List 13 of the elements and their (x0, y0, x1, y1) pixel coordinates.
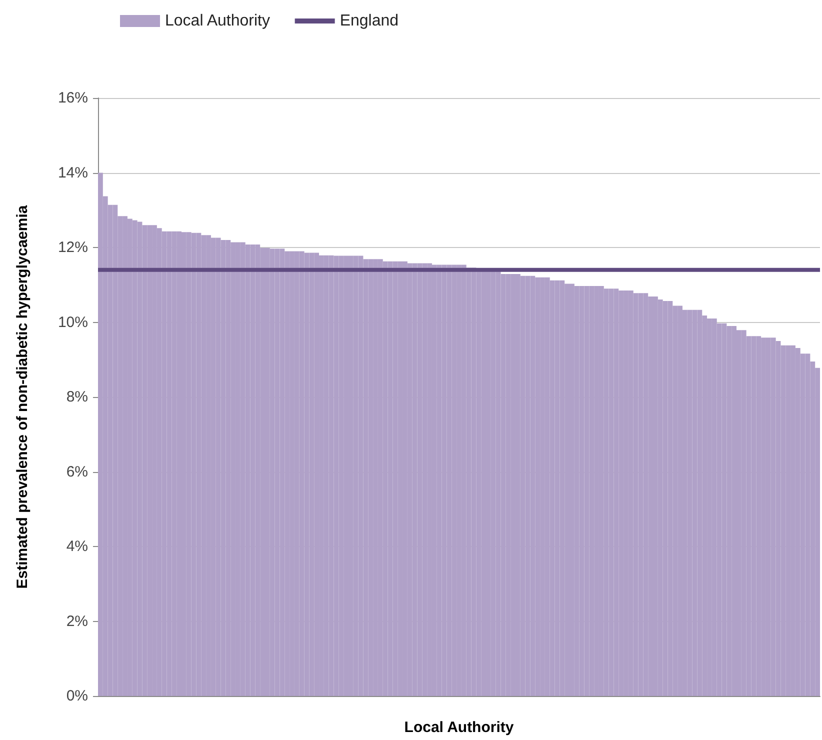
x-axis-title: Local Authority (404, 719, 514, 736)
legend-label: England (340, 12, 399, 30)
y-tick-label: 2% (66, 612, 88, 630)
y-tick-label: 12% (58, 239, 88, 256)
y-axis-title: Estimated prevalence of non-diabetic hyperglycaemia (14, 204, 31, 589)
y-tick-label: 14% (58, 164, 88, 182)
y-tick-label: 8% (66, 388, 88, 406)
legend-label: Local Authority (165, 12, 270, 30)
y-tick-label: 0% (66, 688, 88, 704)
y-tick-label: 4% (66, 538, 88, 555)
y-tick-label: 6% (66, 463, 88, 480)
y-tick-label: 16% (58, 90, 88, 106)
y-tick-label: 10% (58, 314, 88, 331)
